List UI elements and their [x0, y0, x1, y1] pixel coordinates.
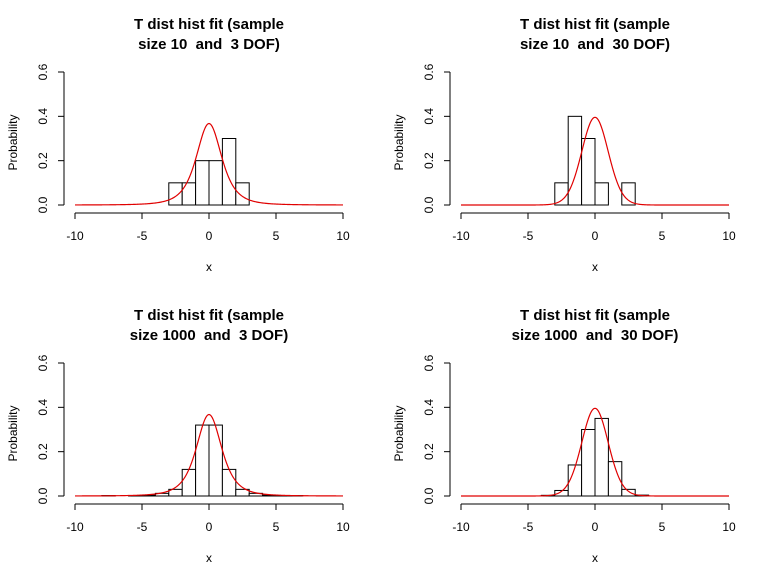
- y-tick-label: 0.0: [422, 196, 436, 213]
- chart-title-line: size 1000 and 30 DOF): [512, 327, 679, 344]
- t-density-fit-curve: [75, 122, 343, 206]
- t-density-fit-curve: [461, 116, 729, 206]
- x-tick-label: -10: [66, 229, 84, 243]
- x-tick-label: 0: [206, 520, 213, 534]
- x-tick-label: 5: [273, 520, 280, 534]
- x-tick-label: -5: [137, 229, 148, 243]
- x-tick-label: -10: [66, 520, 84, 534]
- histogram-bar: [554, 182, 569, 206]
- histogram-bar: [607, 461, 623, 497]
- x-tick-label: 10: [722, 520, 736, 534]
- chart-panel-4: T dist hist fit (sample size 1000 and 30 …: [392, 307, 736, 565]
- histogram-bar: [235, 182, 250, 206]
- y-tick-label: 0.2: [36, 152, 50, 169]
- chart-title-line: size 10 and 3 DOF): [138, 36, 280, 53]
- y-tick-label: 0.6: [36, 354, 50, 371]
- y-axis-label: Probability: [392, 405, 406, 461]
- t-density-fit-curve: [75, 413, 343, 497]
- chart-title-line: T dist hist fit (sample: [520, 16, 670, 33]
- x-tick-label: 5: [273, 229, 280, 243]
- y-axis-label: Probability: [6, 405, 20, 461]
- histogram-bar: [594, 417, 609, 497]
- y-tick-label: 0.2: [422, 152, 436, 169]
- x-tick-label: -5: [523, 229, 534, 243]
- t-density-fit-curve: [461, 407, 729, 497]
- chart-panel-3: T dist hist fit (sample size 1000 and 3 D…: [6, 307, 350, 565]
- x-tick-label: 0: [592, 520, 599, 534]
- y-tick-label: 0.4: [36, 108, 50, 125]
- histogram-bar: [235, 488, 250, 497]
- y-tick-label: 0.0: [422, 487, 436, 504]
- x-axis-label: x: [592, 260, 598, 274]
- x-axis-label: x: [206, 260, 212, 274]
- x-tick-label: 5: [659, 520, 666, 534]
- histogram-bar: [594, 182, 609, 206]
- x-tick-label: 10: [336, 520, 350, 534]
- histogram-bar: [208, 160, 223, 206]
- x-tick-label: 0: [206, 229, 213, 243]
- chart-title-line: T dist hist fit (sample: [134, 307, 284, 324]
- x-tick-label: -5: [137, 520, 148, 534]
- chart-title-line: size 1000 and 3 DOF): [130, 327, 288, 344]
- histogram-bar: [621, 488, 636, 497]
- y-tick-label: 0.0: [36, 487, 50, 504]
- histogram-bar: [195, 424, 210, 497]
- y-tick-label: 0.2: [422, 443, 436, 460]
- y-tick-label: 0.4: [422, 108, 436, 125]
- histogram-bar: [221, 468, 237, 497]
- x-tick-label: -10: [452, 229, 470, 243]
- chart-title-line: size 10 and 30 DOF): [520, 36, 670, 53]
- chart-title-line: T dist hist fit (sample: [520, 307, 670, 324]
- y-tick-label: 0.4: [36, 399, 50, 416]
- histogram-bar: [621, 182, 636, 206]
- histogram-bar: [168, 182, 183, 206]
- y-tick-label: 0.2: [36, 443, 50, 460]
- x-tick-label: 10: [722, 229, 736, 243]
- y-tick-label: 0.6: [422, 63, 436, 80]
- histogram-bar: [581, 138, 596, 206]
- x-tick-label: 0: [592, 229, 599, 243]
- x-tick-label: 10: [336, 229, 350, 243]
- y-tick-label: 0.6: [422, 354, 436, 371]
- x-tick-label: 5: [659, 229, 666, 243]
- x-axis-label: x: [592, 551, 598, 565]
- chart-panel-2: T dist hist fit (sample size 10 and 30 DO…: [392, 16, 736, 274]
- y-axis-label: Probability: [392, 114, 406, 170]
- histogram-bar: [208, 424, 223, 497]
- histogram-bar: [195, 160, 210, 206]
- y-tick-label: 0.4: [422, 399, 436, 416]
- chart-title-line: T dist hist fit (sample: [134, 16, 284, 33]
- chart-panel-1: T dist hist fit (sample size 10 and 3 DOF…: [6, 16, 350, 274]
- histogram-bar: [221, 138, 237, 206]
- x-tick-label: -5: [523, 520, 534, 534]
- y-tick-label: 0.0: [36, 196, 50, 213]
- y-tick-label: 0.6: [36, 63, 50, 80]
- histogram-bar: [181, 468, 197, 497]
- x-tick-label: -10: [452, 520, 470, 534]
- x-axis-label: x: [206, 551, 212, 565]
- y-axis-label: Probability: [6, 114, 20, 170]
- histogram-bar: [581, 429, 596, 497]
